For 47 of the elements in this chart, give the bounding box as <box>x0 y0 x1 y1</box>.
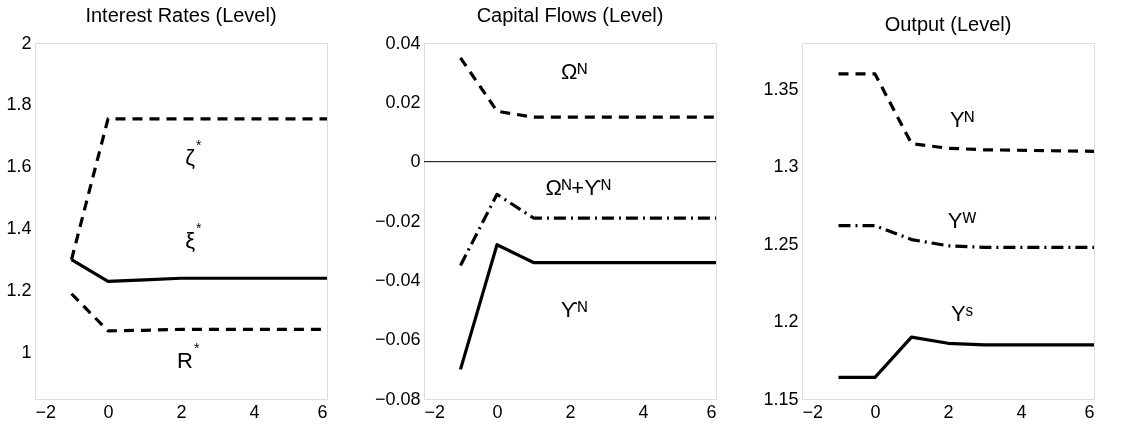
y-tick-label: 1.6 <box>6 156 32 177</box>
y-tick-label: 1.2 <box>773 311 799 332</box>
x-tick-label: −2 <box>802 401 824 422</box>
x-tick-label: 2 <box>943 401 954 422</box>
y-tick-label: 1.15 <box>763 388 799 409</box>
x-tick-label: 4 <box>1016 401 1027 422</box>
series-label: Yᵂ <box>947 207 977 233</box>
series-label: Ωᴺ+ϒᴺ <box>545 175 611 201</box>
series-label: ζ* <box>185 136 202 170</box>
y-tick-label: −0.08 <box>374 388 421 409</box>
chart-title: Capital Flows (Level) <box>476 4 664 26</box>
y-tick-label: 1.35 <box>763 78 799 99</box>
x-tick-label: −2 <box>35 401 57 422</box>
x-tick-label: 0 <box>492 401 503 422</box>
y-tick-label: −0.02 <box>374 210 421 231</box>
series-label: Yᴺ <box>949 107 975 133</box>
y-tick-label: −0.04 <box>374 269 421 290</box>
y-tick-label: 1.3 <box>773 156 799 177</box>
x-tick-label: 0 <box>870 401 881 422</box>
x-tick-label: 0 <box>103 401 114 422</box>
chart-title: Interest Rates (Level) <box>85 4 277 26</box>
chart-title: Output (Level) <box>884 13 1012 35</box>
x-tick-label: 6 <box>1084 401 1095 422</box>
x-tick-label: 4 <box>249 401 260 422</box>
series-label: Ωᴺ <box>561 59 587 85</box>
y-tick-label: 1.2 <box>6 280 32 301</box>
x-tick-label: 6 <box>706 401 717 422</box>
y-tick-label: 1.8 <box>6 94 32 115</box>
x-tick-label: 2 <box>176 401 187 422</box>
x-tick-label: 2 <box>565 401 576 422</box>
y-tick-label: 1 <box>21 342 32 363</box>
series-label: Yˢ <box>950 301 974 327</box>
x-tick-label: 4 <box>638 401 649 422</box>
series-label: ϒᴺ <box>560 296 588 322</box>
y-tick-label: 2 <box>21 32 32 53</box>
series-label: ξ* <box>185 220 202 254</box>
y-tick-label: −0.06 <box>374 329 421 350</box>
y-tick-label: 0.02 <box>385 91 421 112</box>
y-tick-label: 0 <box>410 151 421 172</box>
series-label: R* <box>177 340 200 374</box>
y-tick-label: 0.04 <box>385 32 421 53</box>
x-tick-label: 6 <box>317 401 328 422</box>
line-series <box>836 335 1094 379</box>
line-series <box>836 72 1094 153</box>
y-tick-label: 1.25 <box>763 233 799 254</box>
y-tick-label: 1.4 <box>6 218 32 239</box>
x-tick-label: −2 <box>424 401 446 422</box>
